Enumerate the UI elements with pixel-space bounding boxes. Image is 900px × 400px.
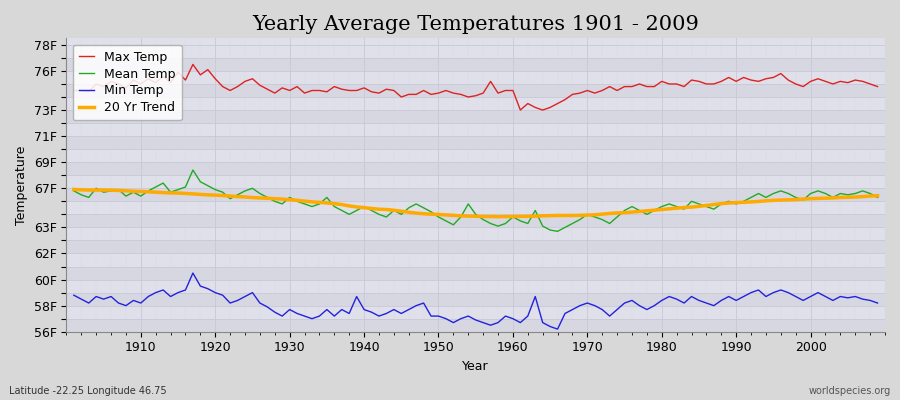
Min Temp	[187, 271, 198, 276]
Bar	[67, 84, 885, 97]
Mean Temp	[508, 214, 518, 219]
X-axis label: Year: Year	[463, 360, 489, 373]
Min Temp	[872, 301, 883, 306]
Min Temp	[508, 316, 518, 321]
Min Temp	[344, 311, 355, 316]
20 Yr Trend	[515, 214, 526, 219]
Legend: Max Temp, Mean Temp, Min Temp, 20 Yr Trend: Max Temp, Mean Temp, Min Temp, 20 Yr Tre…	[73, 44, 182, 120]
20 Yr Trend	[492, 214, 503, 219]
Line: 20 Yr Trend: 20 Yr Trend	[74, 190, 878, 217]
Bar	[67, 110, 885, 123]
Min Temp	[68, 293, 79, 298]
20 Yr Trend	[508, 214, 518, 219]
20 Yr Trend	[128, 189, 139, 194]
Mean Temp	[68, 188, 79, 193]
Max Temp	[187, 62, 198, 67]
Mean Temp	[344, 212, 355, 217]
Max Temp	[508, 88, 518, 93]
Line: Mean Temp: Mean Temp	[74, 170, 878, 231]
Mean Temp	[612, 214, 623, 219]
Max Temp	[612, 88, 623, 93]
Mean Temp	[553, 229, 563, 234]
Mean Temp	[299, 202, 310, 206]
Max Temp	[522, 101, 533, 106]
Bar	[67, 293, 885, 306]
Min Temp	[553, 327, 563, 332]
Bar	[67, 162, 885, 175]
Max Temp	[299, 91, 310, 96]
20 Yr Trend	[68, 187, 79, 192]
Text: worldspecies.org: worldspecies.org	[809, 386, 891, 396]
Line: Min Temp: Min Temp	[74, 273, 878, 329]
Y-axis label: Temperature: Temperature	[15, 145, 28, 225]
Max Temp	[344, 88, 355, 93]
20 Yr Trend	[292, 198, 302, 203]
20 Yr Trend	[872, 193, 883, 198]
Mean Temp	[128, 190, 139, 194]
20 Yr Trend	[337, 202, 347, 207]
Min Temp	[515, 320, 526, 325]
Text: Latitude -22.25 Longitude 46.75: Latitude -22.25 Longitude 46.75	[9, 386, 166, 396]
Bar	[67, 240, 885, 254]
Bar	[67, 188, 885, 201]
Max Temp	[515, 108, 526, 112]
Title: Yearly Average Temperatures 1901 - 2009: Yearly Average Temperatures 1901 - 2009	[252, 15, 699, 34]
Min Temp	[299, 314, 310, 318]
Min Temp	[128, 298, 139, 303]
Max Temp	[68, 88, 79, 93]
Min Temp	[612, 307, 623, 312]
Max Temp	[872, 84, 883, 89]
Bar	[67, 136, 885, 149]
Bar	[67, 214, 885, 228]
Max Temp	[128, 78, 139, 82]
Bar	[67, 58, 885, 71]
Mean Temp	[872, 195, 883, 200]
20 Yr Trend	[604, 211, 615, 216]
Bar	[67, 319, 885, 332]
Bar	[67, 266, 885, 280]
Line: Max Temp: Max Temp	[74, 64, 878, 110]
Mean Temp	[187, 168, 198, 172]
Mean Temp	[515, 218, 526, 223]
